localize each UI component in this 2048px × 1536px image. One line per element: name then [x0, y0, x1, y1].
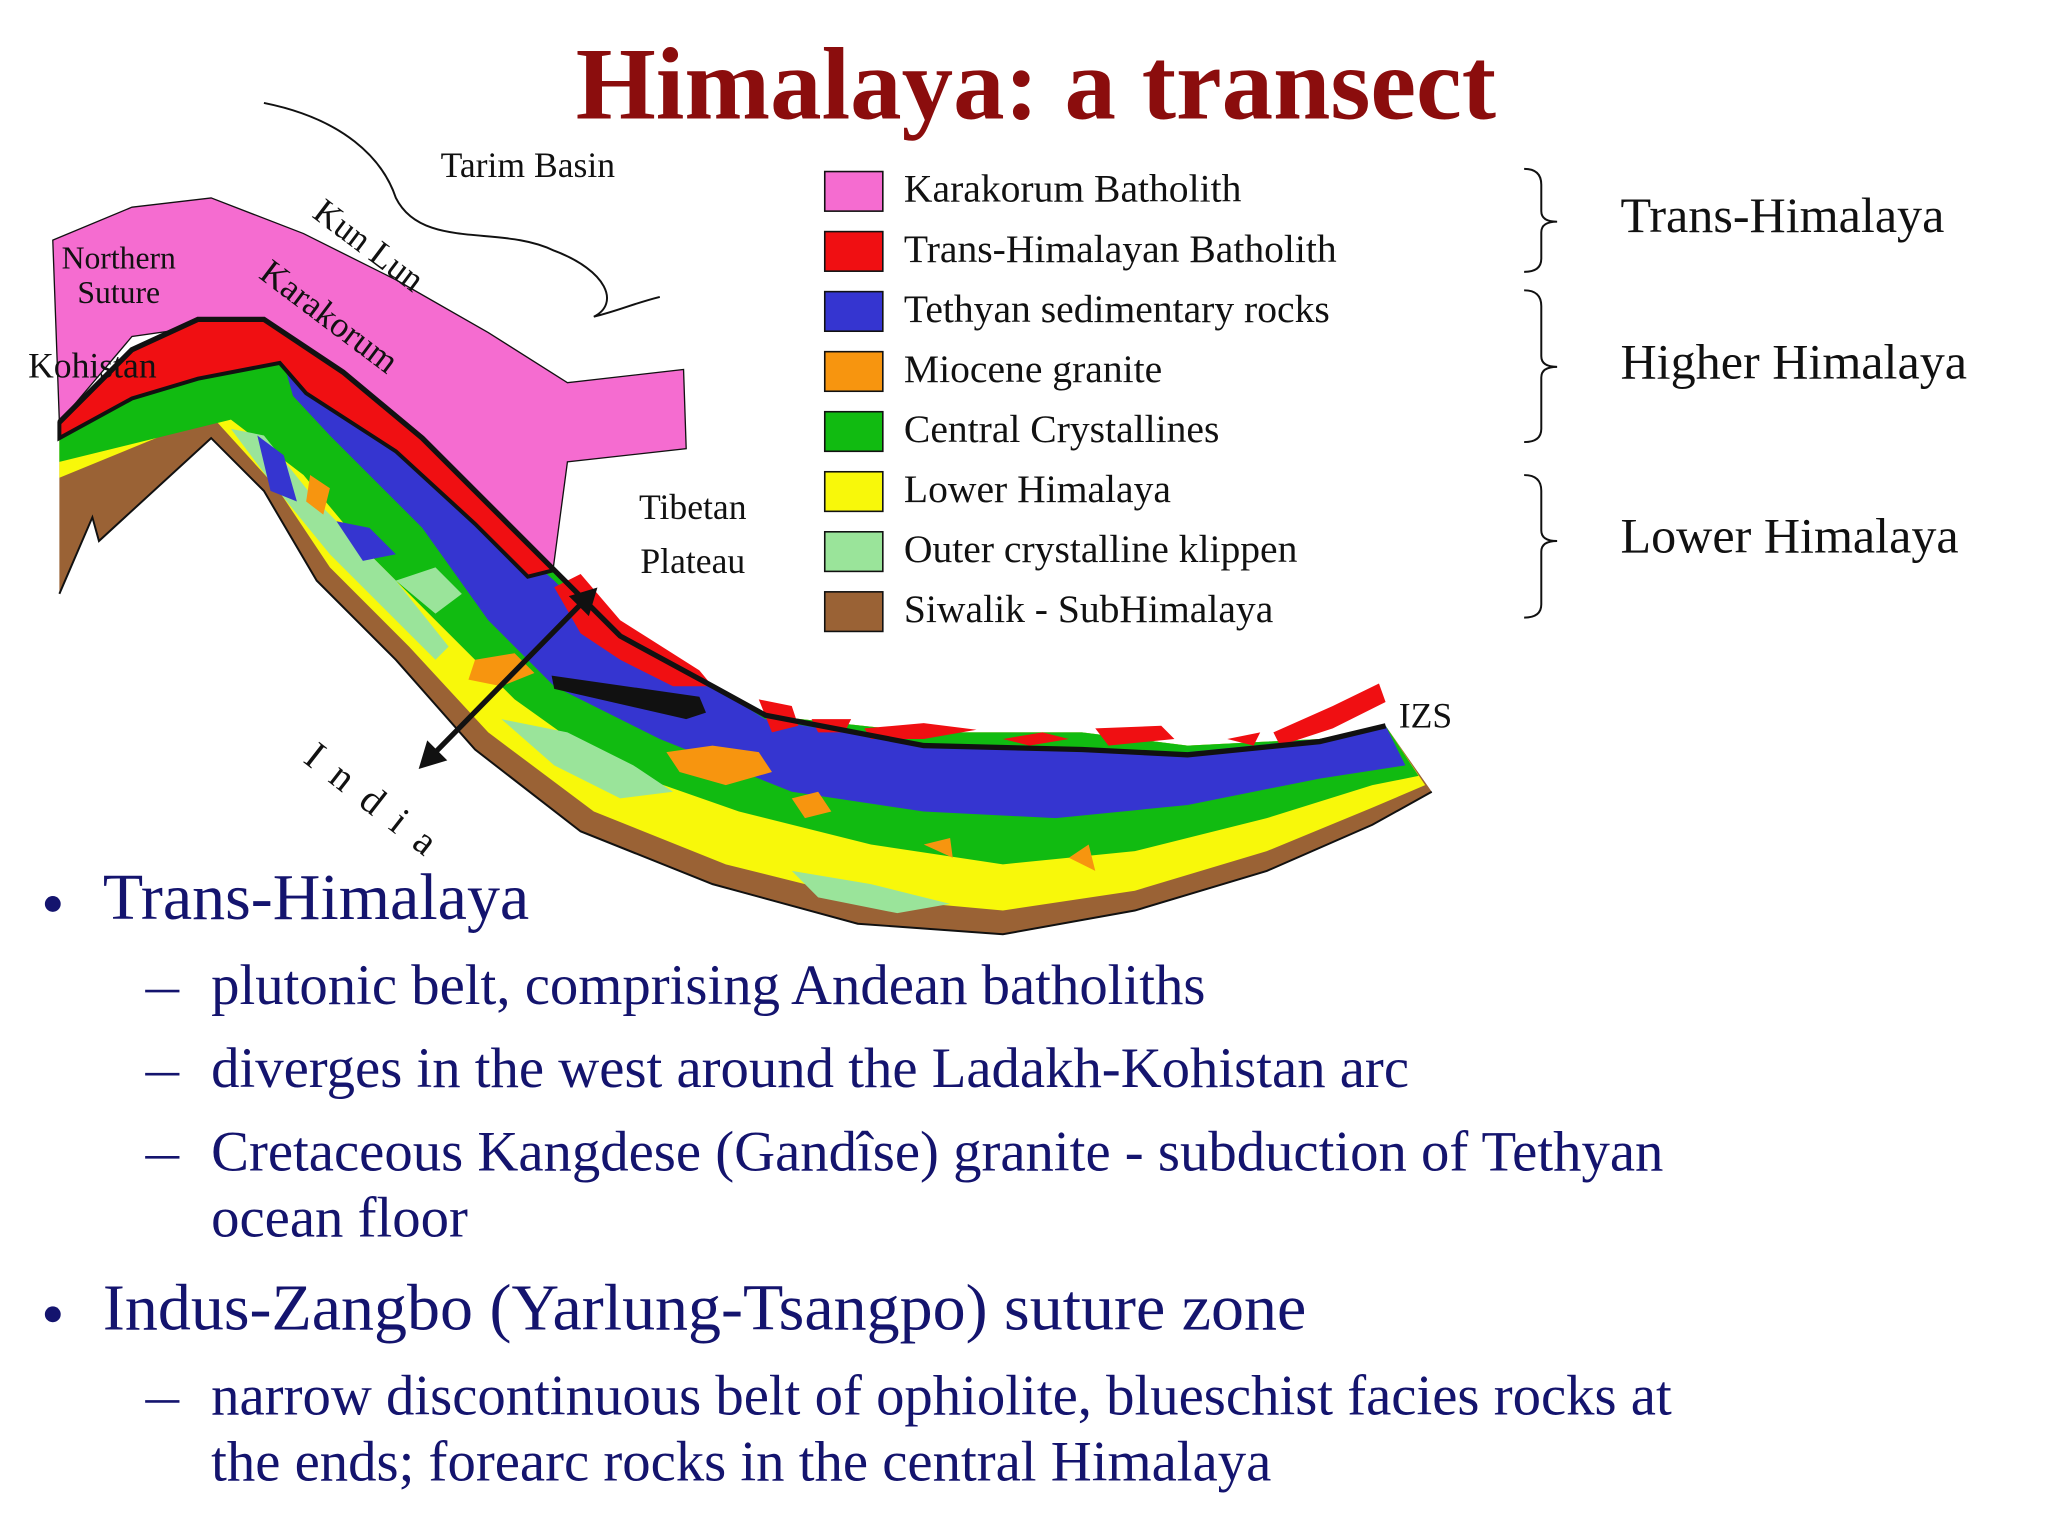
- map-label: Tarim Basin: [441, 145, 616, 185]
- sub-bullet: ocean floor: [211, 1186, 468, 1249]
- map-label: Northern: [62, 241, 176, 276]
- legend: Karakorum Batholith Trans-Himalayan Batho…: [823, 167, 1337, 633]
- tethyan-area: [257, 362, 1406, 819]
- legend-label: Siwalik - SubHimalaya: [904, 587, 1274, 631]
- tarim-boundary: [263, 101, 661, 318]
- legend-swatch: [823, 290, 884, 333]
- legend-label: Outer crystalline klippen: [904, 527, 1298, 571]
- map-label: Plateau: [640, 541, 745, 581]
- ophiolite: [551, 675, 706, 720]
- legend-swatch: [823, 470, 884, 513]
- sub-bullet: plutonic belt, comprising Andean batholi…: [211, 954, 1205, 1017]
- legend-swatch: [823, 170, 884, 212]
- bullet: Trans-Himalaya: [103, 861, 529, 934]
- izs-blobs: [554, 574, 1386, 746]
- bullet: Indus-Zangbo (Yarlung-Tsangpo) suture zo…: [103, 1271, 1306, 1344]
- belt-outline: [58, 436, 1433, 936]
- sub-bullet: narrow discontinuous belt of ophiolite, …: [211, 1364, 1672, 1427]
- legend-group: Higher Himalaya: [1620, 333, 1967, 389]
- legend-label: Trans-Himalayan Batholith: [904, 227, 1337, 271]
- legend-label: Tethyan sedimentary rocks: [904, 287, 1330, 331]
- transect-arrow: [418, 587, 598, 769]
- legend-label: Lower Himalaya: [904, 467, 1171, 511]
- bullet-dot: [44, 896, 61, 912]
- map-label: Suture: [77, 275, 160, 310]
- map: Tarim Basin Kun Lun Karakorum Northern S…: [28, 101, 1452, 936]
- map-label: Kohistan: [28, 346, 157, 386]
- legend-label: Central Crystallines: [904, 407, 1219, 451]
- legend-label: Miocene granite: [904, 347, 1162, 391]
- legend-swatch: [823, 410, 884, 453]
- sub-bullet: the ends; forearc rocks in the central H…: [211, 1430, 1271, 1493]
- legend-swatch: [823, 531, 884, 573]
- sub-bullet: diverges in the west around the Ladakh-K…: [211, 1037, 1409, 1100]
- map-label: IZS: [1399, 695, 1452, 735]
- bullet-list: Trans-Himalaya plutonic belt, comprising …: [44, 861, 1672, 1493]
- map-label: Tibetan: [639, 487, 747, 527]
- bullet-dot: [44, 1306, 61, 1323]
- legend-swatch: [823, 350, 884, 393]
- legend-group: Lower Himalaya: [1620, 508, 1958, 564]
- sub-bullet: Cretaceous Kangdese (Gandîse) granite - …: [211, 1120, 1663, 1183]
- legend-swatch: [823, 230, 884, 272]
- title: Himalaya: a transect: [576, 28, 1496, 142]
- legend-group: Trans-Himalaya: [1620, 187, 1944, 243]
- legend-label: Karakorum Batholith: [904, 167, 1242, 211]
- legend-braces: [1524, 167, 1558, 619]
- legend-swatch: [823, 591, 884, 633]
